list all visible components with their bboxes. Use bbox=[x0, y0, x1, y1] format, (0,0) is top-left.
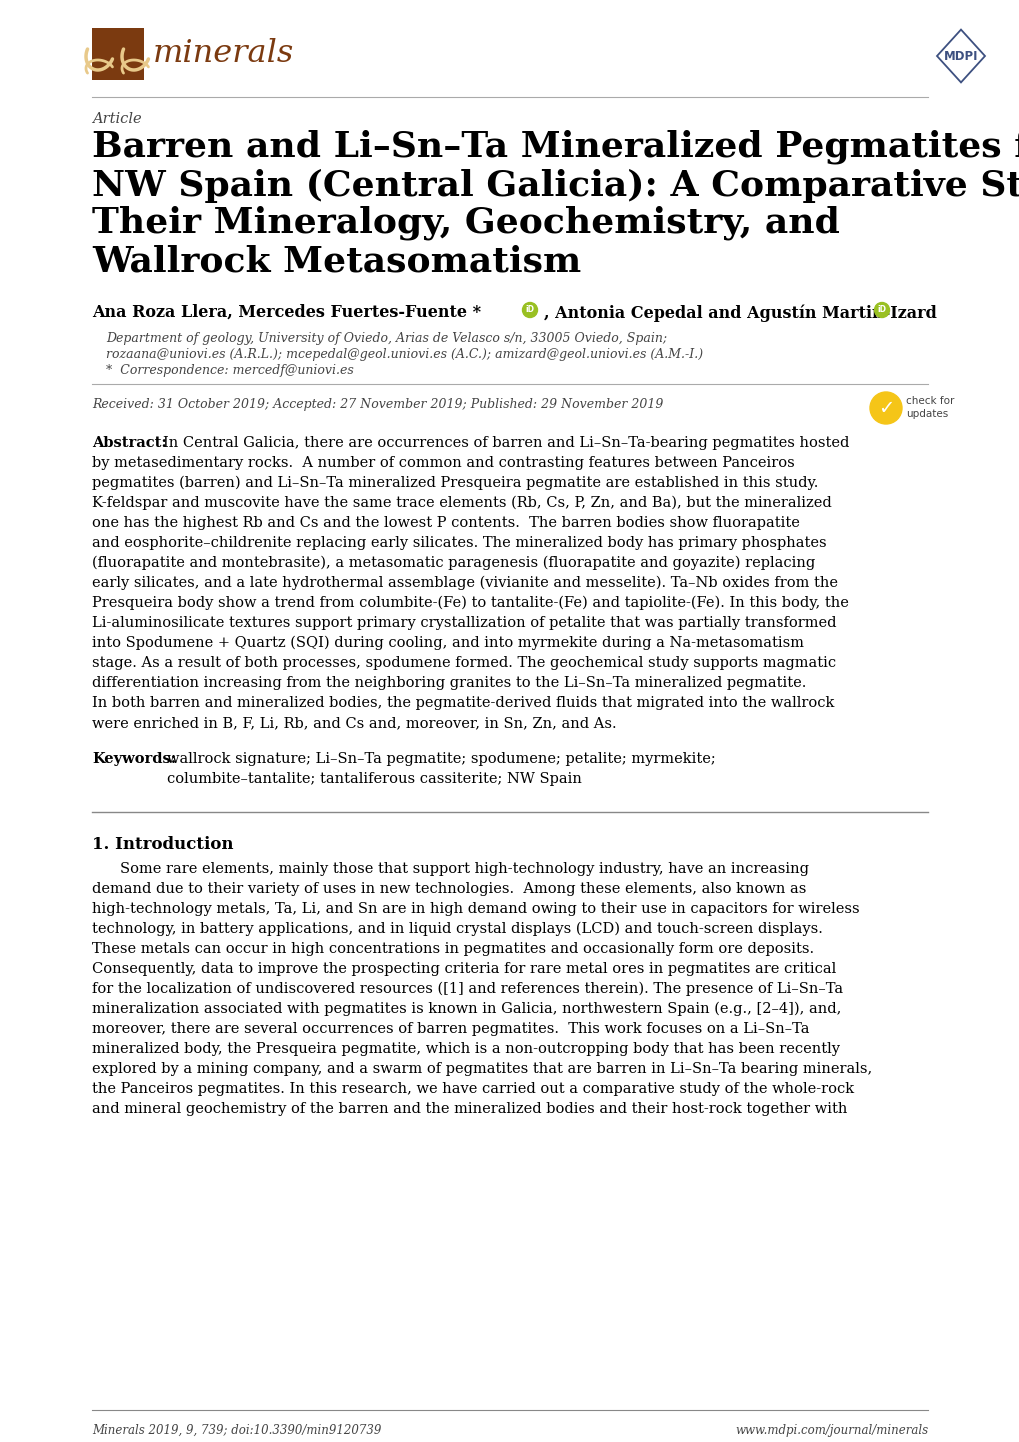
Text: (fluorapatite and montebrasite), a metasomatic paragenesis (fluorapatite and goy: (fluorapatite and montebrasite), a metas… bbox=[92, 557, 814, 571]
Text: Some rare elements, mainly those that support high-technology industry, have an : Some rare elements, mainly those that su… bbox=[120, 862, 808, 875]
Text: Li-aluminosilicate textures support primary crystallization of petalite that was: Li-aluminosilicate textures support prim… bbox=[92, 616, 836, 630]
Text: Wallrock Metasomatism: Wallrock Metasomatism bbox=[92, 244, 581, 278]
Text: early silicates, and a late hydrothermal assemblage (vivianite and messelite). T: early silicates, and a late hydrothermal… bbox=[92, 575, 838, 590]
FancyBboxPatch shape bbox=[92, 27, 144, 79]
Text: Department of geology, University of Oviedo, Arias de Velasco s/n, 33005 Oviedo,: Department of geology, University of Ovi… bbox=[106, 332, 666, 345]
Text: one has the highest Rb and Cs and the lowest P contents.  The barren bodies show: one has the highest Rb and Cs and the lo… bbox=[92, 516, 799, 531]
Text: Minerals 2019, 9, 739; doi:10.3390/min9120739: Minerals 2019, 9, 739; doi:10.3390/min91… bbox=[92, 1425, 381, 1438]
Circle shape bbox=[522, 303, 537, 317]
Text: Article: Article bbox=[92, 112, 142, 125]
Text: Barren and Li–Sn–Ta Mineralized Pegmatites from: Barren and Li–Sn–Ta Mineralized Pegmatit… bbox=[92, 130, 1019, 164]
Text: In both barren and mineralized bodies, the pegmatite-derived fluids that migrate: In both barren and mineralized bodies, t… bbox=[92, 696, 834, 709]
Text: technology, in battery applications, and in liquid crystal displays (LCD) and to: technology, in battery applications, and… bbox=[92, 921, 822, 936]
Text: *  Correspondence: mercedf@uniovi.es: * Correspondence: mercedf@uniovi.es bbox=[106, 363, 354, 376]
Text: wallrock signature; Li–Sn–Ta pegmatite; spodumene; petalite; myrmekite;: wallrock signature; Li–Sn–Ta pegmatite; … bbox=[167, 751, 715, 766]
Text: and eosphorite–childrenite replacing early silicates. The mineralized body has p: and eosphorite–childrenite replacing ear… bbox=[92, 536, 825, 549]
Text: Abstract:: Abstract: bbox=[92, 435, 167, 450]
Text: Keywords:: Keywords: bbox=[92, 751, 176, 766]
Text: stage. As a result of both processes, spodumene formed. The geochemical study su: stage. As a result of both processes, sp… bbox=[92, 656, 836, 671]
Text: explored by a mining company, and a swarm of pegmatites that are barren in Li–Sn: explored by a mining company, and a swar… bbox=[92, 1061, 871, 1076]
Text: the Panceiros pegmatites. In this research, we have carried out a comparative st: the Panceiros pegmatites. In this resear… bbox=[92, 1082, 853, 1096]
Text: rozaana@uniovi.es (A.R.L.); mcepedal@geol.uniovi.es (A.C.); amizard@geol.uniovi.: rozaana@uniovi.es (A.R.L.); mcepedal@geo… bbox=[106, 348, 702, 360]
Text: into Spodumene + Quartz (SQI) during cooling, and into myrmekite during a Na-met: into Spodumene + Quartz (SQI) during coo… bbox=[92, 636, 803, 650]
Circle shape bbox=[873, 303, 889, 317]
Text: NW Spain (Central Galicia): A Comparative Study of: NW Spain (Central Galicia): A Comparativ… bbox=[92, 169, 1019, 202]
Text: Their Mineralogy, Geochemistry, and: Their Mineralogy, Geochemistry, and bbox=[92, 206, 839, 241]
Text: updates: updates bbox=[905, 410, 948, 420]
Text: columbite–tantalite; tantaliferous cassiterite; NW Spain: columbite–tantalite; tantaliferous cassi… bbox=[167, 771, 581, 786]
Text: for the localization of undiscovered resources ([1] and references therein). The: for the localization of undiscovered res… bbox=[92, 982, 843, 996]
Text: , Antonia Cepedal and Agustín Martin-Izard: , Antonia Cepedal and Agustín Martin-Iza… bbox=[543, 304, 936, 322]
Text: iD: iD bbox=[525, 306, 534, 314]
Text: iD: iD bbox=[876, 306, 886, 314]
Text: demand due to their variety of uses in new technologies.  Among these elements, : demand due to their variety of uses in n… bbox=[92, 883, 806, 895]
Text: moreover, there are several occurrences of barren pegmatites.  This work focuses: moreover, there are several occurrences … bbox=[92, 1022, 809, 1035]
Text: Consequently, data to improve the prospecting criteria for rare metal ores in pe: Consequently, data to improve the prospe… bbox=[92, 962, 836, 976]
Text: pegmatites (barren) and Li–Sn–Ta mineralized Presqueira pegmatite are establishe: pegmatites (barren) and Li–Sn–Ta mineral… bbox=[92, 476, 817, 490]
Text: ✓: ✓ bbox=[877, 398, 894, 418]
Text: by metasedimentary rocks.  A number of common and contrasting features between P: by metasedimentary rocks. A number of co… bbox=[92, 456, 794, 470]
Text: In Central Galicia, there are occurrences of barren and Li–Sn–Ta-bearing pegmati: In Central Galicia, there are occurrence… bbox=[163, 435, 849, 450]
Text: Ana Roza Llera, Mercedes Fuertes-Fuente *: Ana Roza Llera, Mercedes Fuertes-Fuente … bbox=[92, 304, 481, 322]
Text: 1. Introduction: 1. Introduction bbox=[92, 836, 233, 854]
Text: K-feldspar and muscovite have the same trace elements (Rb, Cs, P, Zn, and Ba), b: K-feldspar and muscovite have the same t… bbox=[92, 496, 830, 510]
Text: high-technology metals, Ta, Li, and Sn are in high demand owing to their use in : high-technology metals, Ta, Li, and Sn a… bbox=[92, 903, 859, 916]
Text: www.mdpi.com/journal/minerals: www.mdpi.com/journal/minerals bbox=[734, 1425, 927, 1438]
Circle shape bbox=[869, 392, 901, 424]
Text: were enriched in B, F, Li, Rb, and Cs and, moreover, in Sn, Zn, and As.: were enriched in B, F, Li, Rb, and Cs an… bbox=[92, 717, 616, 730]
Text: Presqueira body show a trend from columbite-(Fe) to tantalite-(Fe) and tapiolite: Presqueira body show a trend from columb… bbox=[92, 596, 848, 610]
Text: minerals: minerals bbox=[153, 39, 293, 69]
Text: MDPI: MDPI bbox=[943, 49, 977, 62]
Text: mineralized body, the Presqueira pegmatite, which is a non-outcropping body that: mineralized body, the Presqueira pegmati… bbox=[92, 1043, 840, 1056]
Text: mineralization associated with pegmatites is known in Galicia, northwestern Spai: mineralization associated with pegmatite… bbox=[92, 1002, 841, 1017]
Text: These metals can occur in high concentrations in pegmatites and occasionally for: These metals can occur in high concentra… bbox=[92, 942, 813, 956]
Text: check for: check for bbox=[905, 397, 954, 407]
Text: Received: 31 October 2019; Accepted: 27 November 2019; Published: 29 November 20: Received: 31 October 2019; Accepted: 27 … bbox=[92, 398, 662, 411]
Text: and mineral geochemistry of the barren and the mineralized bodies and their host: and mineral geochemistry of the barren a… bbox=[92, 1102, 847, 1116]
Text: differentiation increasing from the neighboring granites to the Li–Sn–Ta mineral: differentiation increasing from the neig… bbox=[92, 676, 806, 691]
